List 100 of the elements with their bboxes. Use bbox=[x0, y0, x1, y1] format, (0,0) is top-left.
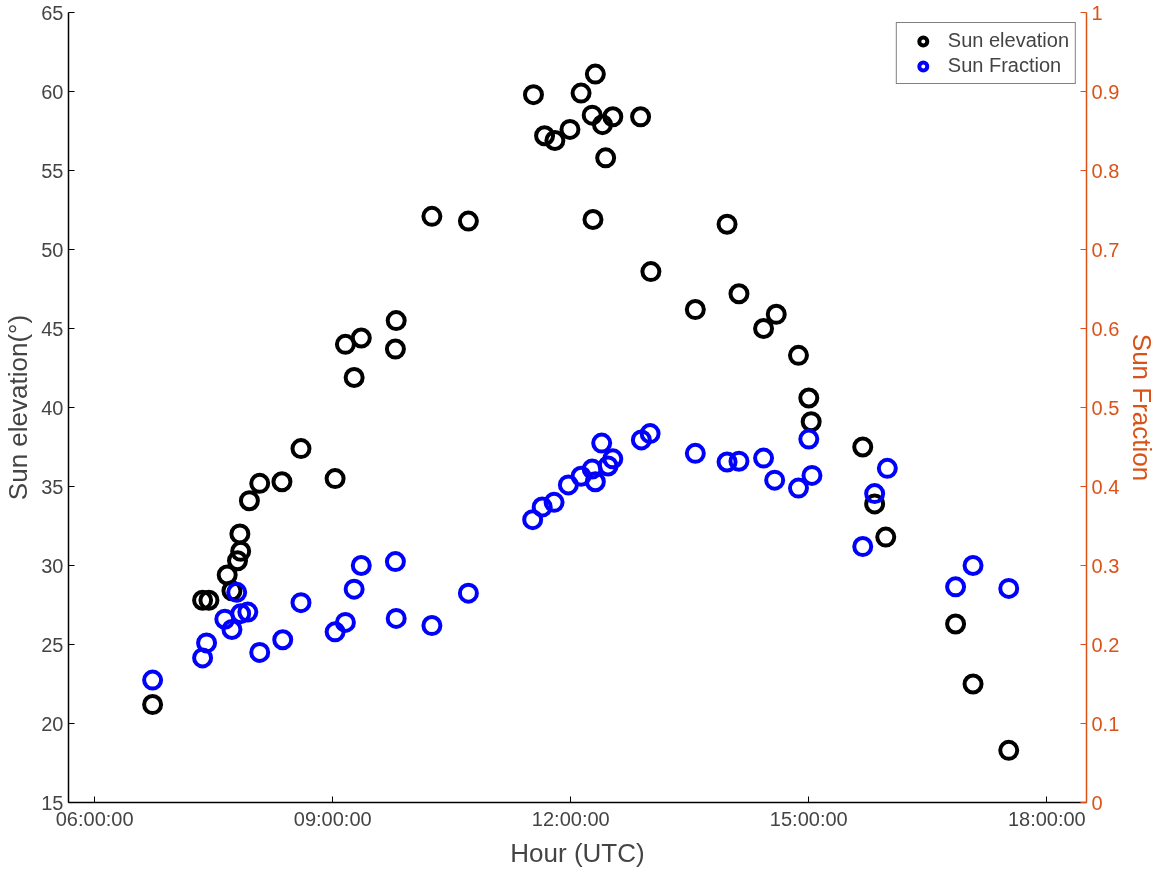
point bbox=[214, 608, 236, 630]
point bbox=[684, 299, 706, 321]
point bbox=[559, 118, 581, 140]
legend-label: Sun Fraction bbox=[947, 54, 1062, 77]
point bbox=[192, 589, 214, 611]
point bbox=[350, 555, 372, 576]
point bbox=[290, 592, 312, 614]
point bbox=[581, 458, 603, 480]
point bbox=[221, 619, 243, 640]
point bbox=[764, 469, 786, 491]
point bbox=[684, 442, 706, 464]
point bbox=[728, 283, 750, 305]
point bbox=[753, 318, 775, 339]
y-tick-label: 35 bbox=[41, 475, 64, 498]
y-tick-label: 60 bbox=[41, 80, 64, 103]
x-tick-label: 18:00:00 bbox=[1007, 807, 1086, 830]
point bbox=[531, 496, 553, 518]
point bbox=[272, 629, 294, 651]
point bbox=[581, 104, 603, 126]
point bbox=[640, 261, 662, 283]
y-tick-label: 40 bbox=[41, 396, 64, 419]
x-tick-label: 09:00:00 bbox=[293, 807, 372, 830]
point bbox=[591, 114, 613, 136]
point bbox=[216, 564, 238, 586]
legend-label: Sun elevation bbox=[947, 29, 1069, 52]
point bbox=[998, 739, 1020, 761]
point bbox=[343, 578, 365, 600]
point bbox=[876, 457, 898, 479]
y-tick-label: 45 bbox=[41, 317, 64, 340]
point bbox=[945, 613, 967, 635]
point bbox=[198, 589, 220, 611]
point bbox=[522, 84, 544, 106]
point bbox=[334, 333, 356, 355]
y2-axis-title: Sun Fraction bbox=[1127, 333, 1158, 482]
point bbox=[421, 615, 443, 637]
point bbox=[570, 82, 592, 104]
point bbox=[801, 464, 823, 486]
point bbox=[787, 344, 809, 366]
point bbox=[421, 205, 443, 227]
point bbox=[630, 106, 652, 128]
y-tick-label: 20 bbox=[41, 712, 64, 735]
point bbox=[557, 474, 579, 496]
y2-tick-label: 1 bbox=[1091, 1, 1103, 24]
y2-tick-label: 0 bbox=[1091, 791, 1103, 814]
point bbox=[290, 438, 312, 460]
point bbox=[543, 491, 565, 513]
point bbox=[852, 436, 874, 458]
point bbox=[324, 621, 346, 643]
point bbox=[875, 526, 897, 548]
point bbox=[385, 607, 407, 629]
point bbox=[196, 632, 218, 654]
point bbox=[142, 694, 164, 716]
y-tick-label: 25 bbox=[41, 633, 64, 656]
point bbox=[324, 468, 346, 490]
point bbox=[584, 63, 606, 85]
point bbox=[227, 550, 249, 572]
point bbox=[249, 472, 271, 494]
y2-tick-label: 0.3 bbox=[1091, 554, 1120, 577]
point bbox=[142, 669, 164, 691]
point bbox=[716, 451, 738, 473]
point bbox=[226, 581, 248, 603]
point bbox=[597, 455, 619, 477]
y2-tick-label: 0.5 bbox=[1091, 396, 1120, 419]
point bbox=[602, 448, 624, 470]
point bbox=[457, 210, 479, 232]
y2-tick-label: 0.4 bbox=[1091, 475, 1120, 498]
point bbox=[998, 577, 1020, 599]
y-tick-label: 55 bbox=[41, 159, 64, 182]
point bbox=[334, 611, 356, 633]
y-tick-label: 50 bbox=[41, 238, 64, 261]
point bbox=[237, 601, 259, 623]
point bbox=[591, 432, 613, 454]
point bbox=[384, 338, 406, 360]
point bbox=[765, 303, 787, 325]
y2-tick-label: 0.6 bbox=[1091, 317, 1120, 340]
y-axis-title: Sun elevation(°) bbox=[3, 314, 34, 501]
point bbox=[787, 477, 809, 499]
point bbox=[962, 555, 984, 576]
point bbox=[630, 429, 652, 451]
y2-tick-label: 0.2 bbox=[1091, 633, 1120, 656]
x-axis-title: Hour (UTC) bbox=[510, 837, 645, 868]
y-tick-label: 65 bbox=[41, 1, 64, 24]
point bbox=[384, 551, 406, 573]
point bbox=[852, 536, 874, 558]
point bbox=[457, 582, 479, 604]
point bbox=[229, 523, 251, 545]
y-tick-label: 30 bbox=[41, 554, 64, 577]
point bbox=[544, 130, 566, 151]
point bbox=[238, 490, 260, 512]
point bbox=[728, 450, 750, 472]
y2-tick-label: 0.1 bbox=[1091, 712, 1120, 735]
point bbox=[753, 447, 775, 469]
point bbox=[595, 147, 617, 169]
point bbox=[343, 367, 365, 388]
point bbox=[945, 576, 967, 598]
point bbox=[570, 465, 592, 487]
y2-tick-label: 0.8 bbox=[1091, 159, 1120, 182]
point bbox=[249, 641, 271, 663]
point bbox=[271, 471, 293, 493]
point bbox=[798, 387, 820, 409]
